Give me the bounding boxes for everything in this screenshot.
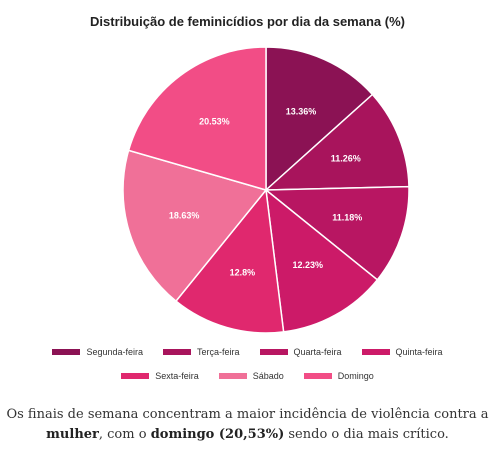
legend-label: Quinta-feira <box>395 347 443 357</box>
chart-caption: Os finais de semana concentram a maior i… <box>0 405 495 445</box>
caption-emphasis: mulher <box>46 427 99 442</box>
legend-swatch <box>259 349 288 355</box>
pie-slice-ter-a-feira <box>263 93 410 191</box>
pie-slice-sexta-feira <box>174 188 285 334</box>
legend-label: Quarta-feira <box>293 347 342 357</box>
slice-data-label: 13.36% <box>286 107 317 117</box>
legend-swatch <box>361 349 390 355</box>
pie-slice-quarta-feira <box>263 185 410 281</box>
slice-data-label: 12.8% <box>230 267 256 277</box>
chart-title: Distribuição de feminicídios por dia da … <box>90 14 405 29</box>
pie-slice-domingo <box>127 46 267 191</box>
legend-swatch <box>303 373 332 379</box>
legend-label: Terça-feira <box>196 347 240 357</box>
pie-slice-s-bado <box>122 149 268 303</box>
caption-text: sendo o dia mais crítico. <box>284 427 449 442</box>
caption-text: Os finais de semana concentram a maior i… <box>6 407 489 422</box>
pie-slice-segunda-feira <box>265 46 374 192</box>
caption-text: , com o <box>98 427 151 442</box>
legend-swatch <box>162 349 191 355</box>
legend-label: Sábado <box>252 371 284 381</box>
slice-data-label: 20.53% <box>199 116 230 126</box>
legend-item: Sexta-feira <box>121 371 199 381</box>
slice-data-label: 11.18% <box>332 213 362 223</box>
legend-row: Sexta-feira Sábado Domingo <box>0 371 495 381</box>
legend-row: Segunda-feira Terça-feira Quarta-feira Quin… <box>0 347 495 357</box>
slice-data-label: 12.23% <box>292 260 323 270</box>
legend-swatch <box>218 373 247 379</box>
slice-data-label: 11.26% <box>331 153 361 163</box>
legend-swatch <box>52 349 81 355</box>
legend-item: Quarta-feira <box>259 347 342 357</box>
pie-slice-quinta-feira <box>265 188 379 333</box>
legend-item: Quinta-feira <box>361 347 443 357</box>
legend-item: Domingo <box>303 371 374 381</box>
pie-chart: 13.36% 11.26% 11.18% 12.23% 12.8% 18.63% 20.53… <box>122 46 410 334</box>
caption-emphasis: domingo (20,53%) <box>150 427 285 442</box>
legend-label: Domingo <box>337 371 374 381</box>
legend-item: Segunda-feira <box>52 347 143 357</box>
slice-data-label: 18.63% <box>169 211 200 221</box>
legend-item: Sábado <box>218 371 284 381</box>
legend-swatch <box>121 373 150 379</box>
legend-item: Terça-feira <box>162 347 240 357</box>
legend-label: Sexta-feira <box>155 371 199 381</box>
legend-label: Segunda-feira <box>86 347 143 357</box>
